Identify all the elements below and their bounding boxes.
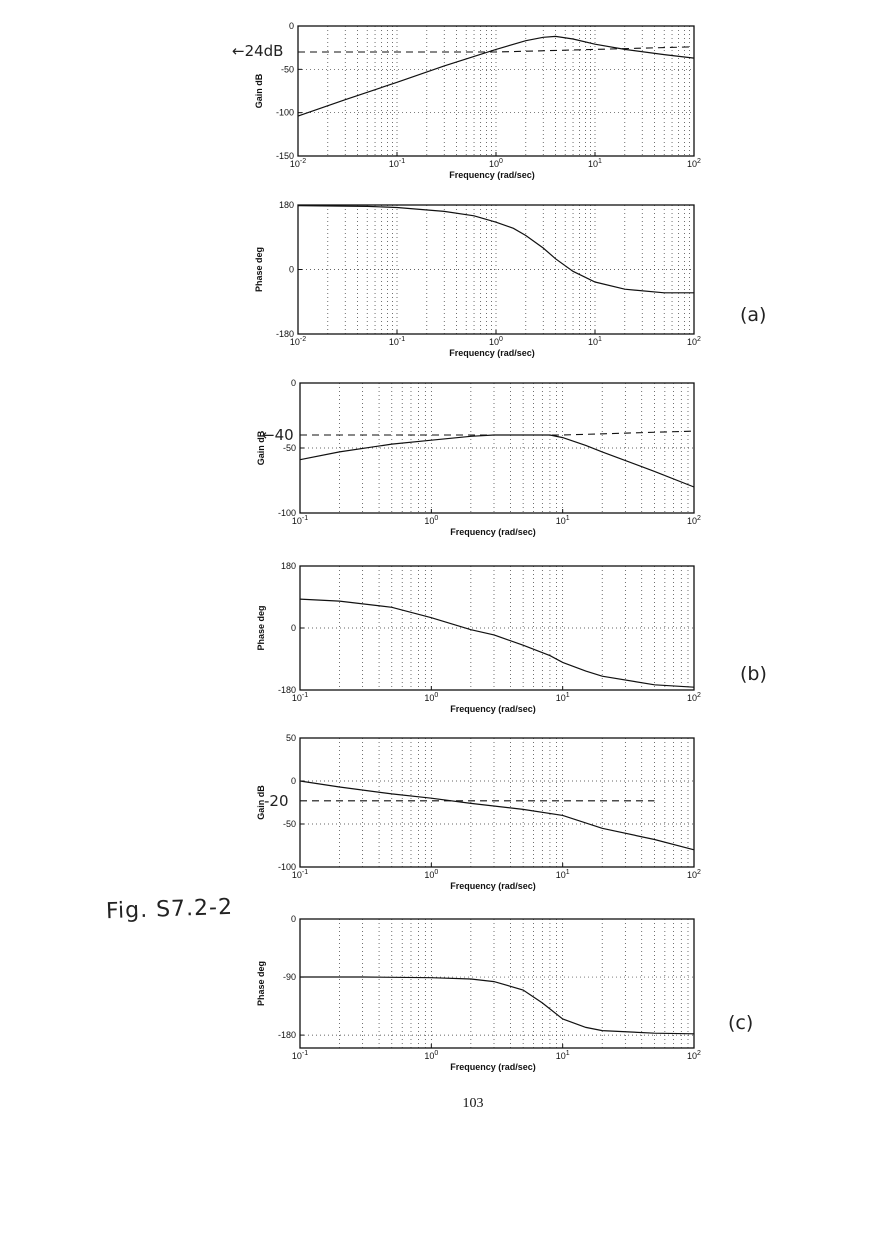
y-tick-label: -180 — [276, 329, 294, 339]
plot-frame — [297, 204, 695, 335]
x-axis-label: Frequency (rad/sec) — [450, 881, 536, 891]
y-axis-label: Gain dB — [256, 785, 266, 820]
y-tick-label: -180 — [278, 685, 296, 695]
handwritten-annotation: -20 — [264, 792, 289, 810]
x-tick-label: 100 — [424, 1050, 438, 1061]
reference-dashed-line — [300, 430, 695, 436]
x-tick-label: 100 — [489, 336, 503, 347]
panel-label-c: (c) — [728, 1012, 754, 1034]
chart-panel-c-phase: 0 -90 -180 10-1 100 101 102 Frequency (rad/sec)… — [256, 914, 701, 1072]
data-series-line — [299, 780, 695, 851]
y-tick-label: -50 — [281, 64, 294, 74]
y-axis-label: Gain dB — [254, 73, 264, 108]
x-tick-label: 10-1 — [292, 515, 308, 526]
y-tick-label: 0 — [291, 776, 296, 786]
x-tick-label: 102 — [687, 1050, 701, 1061]
x-tick-label: 10-1 — [292, 692, 308, 703]
x-tick-label: 102 — [687, 515, 701, 526]
x-tick-label: 102 — [687, 692, 701, 703]
y-tick-label: 50 — [286, 733, 296, 743]
y-tick-label: -100 — [278, 508, 296, 518]
x-tick-label: 101 — [556, 869, 570, 880]
page-number: 103 — [462, 1096, 484, 1111]
y-tick-label: -150 — [276, 151, 294, 161]
y-axis-label: Gain dB — [256, 430, 266, 465]
x-tick-label: 10-1 — [389, 158, 405, 169]
x-tick-label: 101 — [556, 1050, 570, 1061]
x-tick-label: 102 — [687, 158, 701, 169]
y-tick-label: 180 — [279, 200, 294, 210]
y-tick-label: 0 — [291, 914, 296, 924]
x-tick-label: 101 — [588, 336, 602, 347]
x-tick-label: 100 — [424, 869, 438, 880]
plot-frame — [297, 25, 695, 157]
x-tick-label: 10-2 — [290, 336, 306, 347]
y-tick-label: 0 — [289, 265, 294, 275]
plot-frame — [299, 737, 695, 868]
x-axis-label: Frequency (rad/sec) — [450, 704, 536, 714]
reference-dashed-line — [298, 46, 695, 53]
x-tick-label: 102 — [687, 869, 701, 880]
y-axis-label: Phase deg — [254, 247, 264, 292]
data-series-line — [297, 35, 695, 117]
panel-label-b: (b) — [740, 663, 767, 685]
x-axis-label: Frequency (rad/sec) — [450, 527, 536, 537]
x-tick-label: 10-2 — [290, 158, 306, 169]
x-axis-label: Frequency (rad/sec) — [449, 170, 535, 180]
x-axis-label: Frequency (rad/sec) — [449, 348, 535, 358]
y-axis-label: Phase deg — [256, 961, 266, 1006]
x-tick-label: 101 — [588, 158, 602, 169]
x-axis-label: Frequency (rad/sec) — [450, 1062, 536, 1072]
y-tick-label: 0 — [291, 623, 296, 633]
y-tick-label: -180 — [278, 1030, 296, 1040]
y-tick-label: -90 — [283, 972, 296, 982]
y-tick-label: -50 — [283, 443, 296, 453]
plot-frame — [299, 382, 695, 514]
figure-label: Fig. S7.2-2 — [105, 894, 234, 925]
handwritten-annotation: ←40 — [262, 426, 294, 444]
y-tick-label: -100 — [278, 862, 296, 872]
data-series-line — [297, 205, 694, 294]
plot-frame — [299, 565, 695, 691]
panel-label-a: (a) — [740, 304, 767, 326]
x-tick-label: 101 — [556, 515, 570, 526]
data-series-line — [299, 434, 695, 488]
x-tick-label: 100 — [424, 692, 438, 703]
x-tick-label: 10-1 — [292, 869, 308, 880]
data-series-line — [299, 598, 695, 688]
x-tick-label: 101 — [556, 692, 570, 703]
x-tick-label: 100 — [489, 158, 503, 169]
y-tick-label: 0 — [289, 21, 294, 31]
y-tick-label: 0 — [291, 378, 296, 388]
x-tick-label: 102 — [687, 336, 701, 347]
y-axis-label: Phase deg — [256, 605, 266, 650]
x-tick-label: 100 — [424, 515, 438, 526]
y-tick-label: 180 — [281, 561, 296, 571]
plot-frame — [299, 918, 695, 1049]
handwritten-annotation: ←24dB — [232, 42, 283, 60]
y-tick-label: -100 — [276, 108, 294, 118]
data-series-line — [300, 976, 695, 1035]
x-tick-label: 10-1 — [389, 336, 405, 347]
y-tick-label: -50 — [283, 819, 296, 829]
x-tick-label: 10-1 — [292, 1050, 308, 1061]
